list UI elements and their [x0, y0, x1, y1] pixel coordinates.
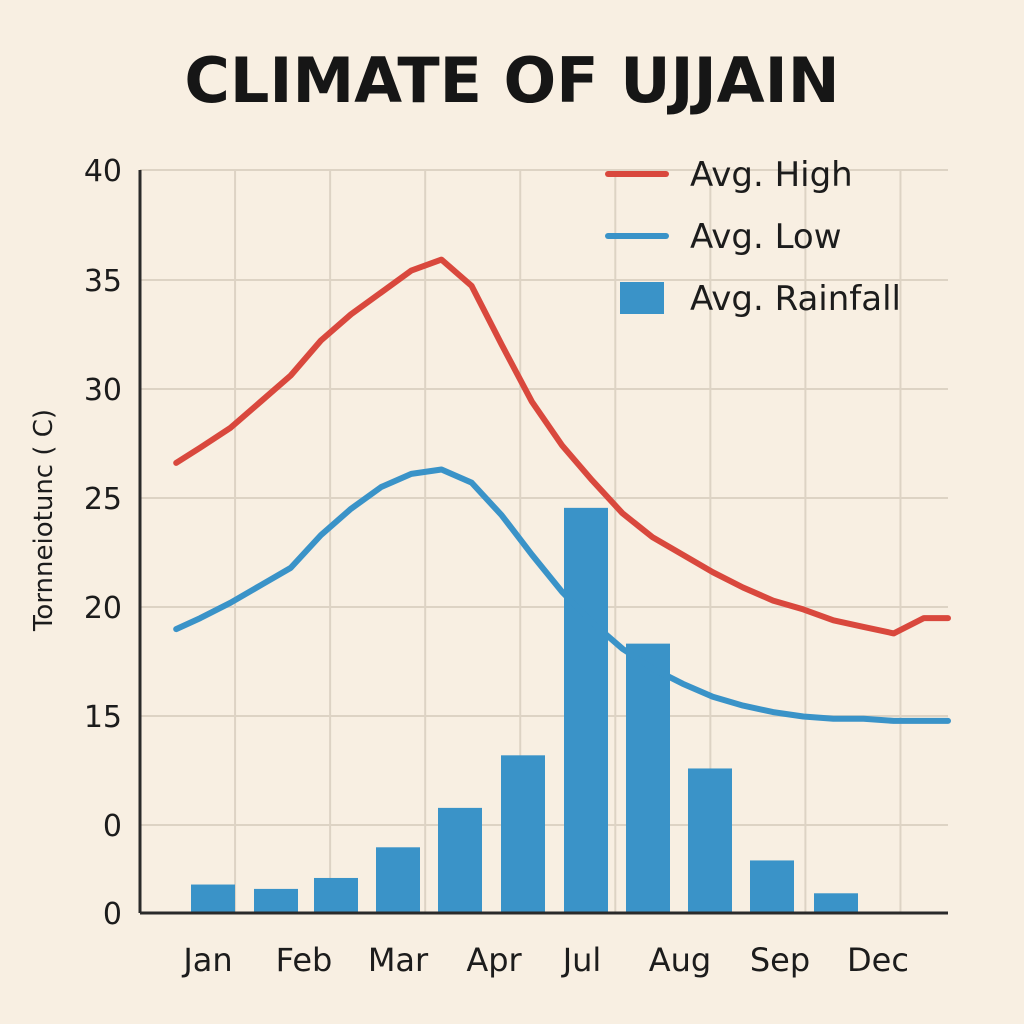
x-tick-label-dec: Dec: [847, 941, 909, 979]
x-tick-label-sep: Sep: [750, 941, 810, 979]
avg-low-line: [173, 466, 951, 724]
legend: Avg. High Avg. Low Avg. Rainfall: [605, 155, 901, 319]
rainfall-bar-1: [254, 888, 298, 913]
y-axis-label: Tornneiotunc ( C): [29, 409, 59, 632]
axes: [138, 170, 948, 915]
y-tick-label-2: 30: [84, 373, 122, 408]
rainfall-bar-8: [688, 768, 732, 913]
avg-high-line: [173, 256, 951, 637]
rainfall-bar-10: [814, 893, 858, 913]
y-tick-label-0: 40: [84, 154, 122, 189]
chart-title: CLIMATE OF UJJAIN: [184, 44, 839, 117]
y-tick-label-4: 20: [84, 591, 122, 626]
y-tick-label-1: 35: [84, 264, 122, 299]
rainfall-bar-7: [626, 643, 670, 913]
y-tick-label-7: 0: [103, 897, 122, 932]
rainfall-bar-9: [750, 860, 794, 913]
rainfall-bar-3: [376, 847, 420, 913]
rainfall-bar-4: [438, 807, 482, 913]
rainfall-bar-2: [314, 877, 358, 913]
y-tick-label-3: 25: [84, 482, 122, 517]
x-tick-labels: Jan Feb Mar Apr Jul Aug Sep Dec: [181, 941, 909, 979]
x-tick-label-jan: Jan: [181, 941, 232, 979]
x-tick-label-jul: Jul: [561, 941, 602, 979]
legend-swatch-rainfall: [620, 282, 664, 314]
legend-label-1: Avg. Low: [690, 217, 842, 257]
legend-label-0: Avg. High: [690, 155, 853, 195]
rainfall-bar-6: [564, 507, 608, 913]
legend-label-2: Avg. Rainfall: [690, 279, 901, 319]
y-tick-label-6: 0: [103, 809, 122, 844]
y-tick-label-5: 15: [84, 700, 122, 735]
temperature-lines: [173, 256, 951, 724]
rainfall-bar-0: [191, 884, 235, 913]
rainfall-bar-5: [501, 755, 545, 913]
rainfall-bars: [191, 507, 858, 913]
y-tick-labels: 40 35 30 25 20 15 0 0: [84, 154, 122, 932]
x-tick-label-aug: Aug: [649, 941, 711, 979]
x-tick-label-feb: Feb: [276, 941, 333, 979]
x-tick-label-apr: Apr: [466, 941, 522, 979]
x-tick-label-mar: Mar: [368, 941, 429, 979]
